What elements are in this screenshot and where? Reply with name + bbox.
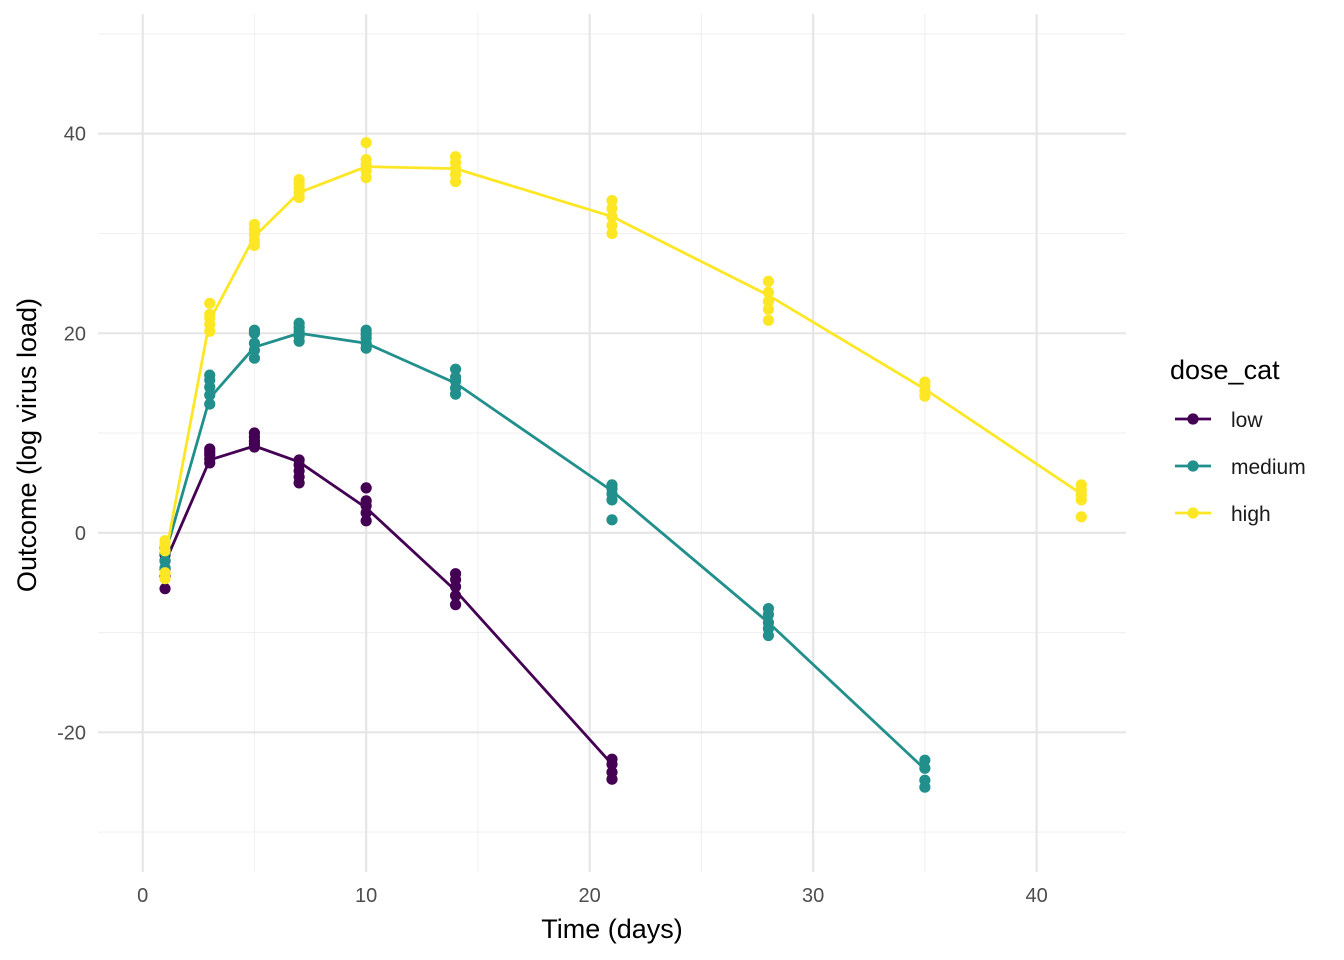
data-point-high (1075, 511, 1087, 523)
data-point-high (762, 295, 775, 307)
legend-items: low medium high (1175, 409, 1306, 526)
data-point-high (606, 210, 618, 223)
legend-label: high (1231, 503, 1271, 526)
data-point-medium (248, 337, 261, 349)
x-tick-label: 10 (355, 885, 377, 907)
x-tick-label: 30 (802, 885, 824, 907)
y-tick-labels: -20 0 20 40 (57, 124, 86, 745)
data-point-medium (204, 398, 216, 410)
legend-item-medium: medium (1175, 456, 1306, 479)
grid-minor (98, 14, 1126, 872)
data-point-low (606, 753, 618, 765)
data-point-high (762, 286, 775, 298)
x-tick-label: 40 (1025, 885, 1047, 907)
data-point-low (606, 766, 618, 778)
data-point-high (1075, 479, 1087, 491)
data-point-high (606, 227, 618, 240)
data-point-high (919, 376, 931, 388)
data-point-medium (360, 324, 372, 336)
data-point-medium (606, 479, 618, 491)
data-point-high (204, 297, 216, 309)
y-tick-label: 0 (75, 523, 86, 545)
data-point-high (449, 151, 462, 163)
legend-label: low (1231, 409, 1263, 432)
series-line-low (163, 444, 614, 766)
data-point-high (762, 303, 775, 315)
data-point-medium (204, 369, 216, 381)
data-point-low (360, 482, 372, 494)
data-point-medium (919, 754, 931, 766)
x-tick-labels: 0 10 20 30 40 (137, 885, 1048, 907)
data-point-low (360, 515, 372, 527)
legend-key-point (1187, 413, 1199, 425)
data-point-medium (248, 352, 261, 364)
data-point-medium (449, 371, 462, 383)
data-point-high (762, 314, 775, 326)
x-tick-label: 0 (137, 885, 148, 907)
y-tick-label: 20 (64, 323, 86, 345)
data-point-high (606, 202, 618, 215)
y-tick-label: -20 (57, 722, 86, 744)
x-tick-label: 20 (579, 885, 601, 907)
data-point-high (762, 275, 775, 287)
data-point-low (449, 568, 462, 580)
data-point-high (360, 137, 372, 149)
legend-title: dose_cat (1170, 355, 1280, 385)
data-point-medium (762, 616, 775, 629)
data-point-low (159, 583, 171, 595)
legend-item-low: low (1175, 409, 1263, 432)
data-point-medium (919, 774, 931, 786)
data-point-high (360, 154, 372, 166)
data-point-medium (204, 389, 216, 401)
series-points (159, 137, 1087, 793)
data-point-medium (248, 324, 261, 336)
data-point-low (360, 495, 372, 507)
data-point-low (449, 590, 462, 602)
data-point-low (449, 599, 462, 611)
data-point-medium (919, 762, 931, 774)
legend-key-point (1187, 460, 1199, 472)
series-line-medium (163, 331, 926, 771)
legend-item-high: high (1175, 503, 1271, 526)
legend-key-point (1187, 507, 1199, 519)
series-line-high (163, 165, 1083, 558)
data-point-low (204, 443, 216, 455)
data-point-high (159, 535, 171, 547)
y-tick-label: 40 (64, 124, 86, 146)
data-point-medium (159, 555, 171, 567)
legend: dose_cat low medium high (1170, 355, 1306, 526)
data-point-medium (606, 514, 618, 526)
x-axis-title: Time (days) (541, 914, 683, 944)
data-point-high (159, 567, 171, 579)
data-point-high (293, 174, 305, 186)
data-point-high (606, 219, 618, 232)
data-point-low (248, 427, 261, 439)
legend-label: medium (1231, 456, 1306, 479)
data-point-high (204, 308, 216, 320)
data-point-medium (293, 317, 305, 329)
data-point-low (293, 454, 305, 466)
data-point-medium (762, 603, 775, 615)
y-axis-title: Outcome (log virus load) (12, 298, 42, 592)
data-point-high (606, 194, 618, 207)
data-point-high (248, 218, 261, 231)
data-point-medium (449, 363, 462, 375)
